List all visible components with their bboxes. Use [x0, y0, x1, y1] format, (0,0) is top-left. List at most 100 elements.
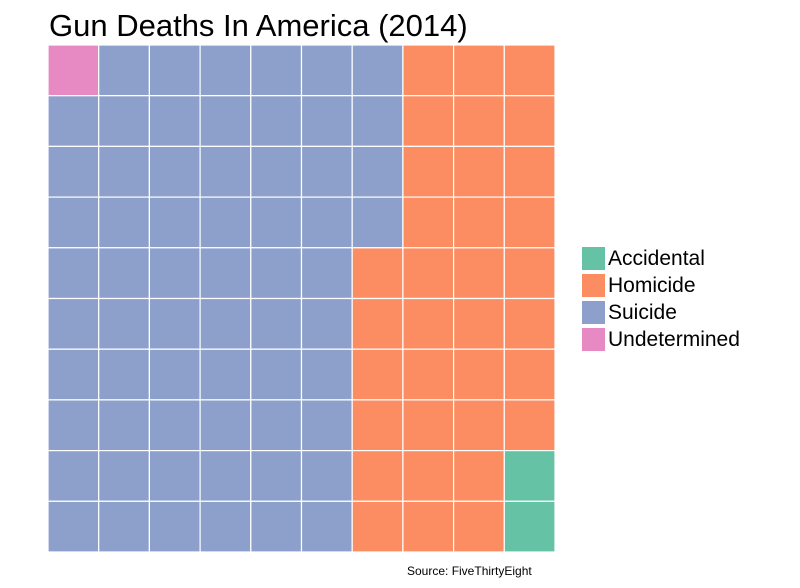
- waffle-cell-homicide: [453, 500, 505, 553]
- waffle-cell-homicide: [453, 95, 505, 147]
- waffle-cell-homicide: [503, 399, 556, 452]
- waffle-cell-homicide: [402, 95, 455, 147]
- waffle-cell-suicide: [250, 95, 303, 147]
- waffle-cell-suicide: [199, 44, 252, 97]
- legend-swatch: [582, 301, 605, 324]
- waffle-cell-homicide: [402, 348, 455, 401]
- waffle-cell-suicide: [199, 145, 252, 198]
- waffle-cell-homicide: [503, 95, 556, 147]
- waffle-cell-suicide: [300, 450, 353, 502]
- chart-title: Gun Deaths In America (2014): [49, 8, 468, 43]
- waffle-cell-suicide: [199, 297, 252, 350]
- waffle-cell-suicide: [250, 450, 303, 502]
- waffle-cell-suicide: [300, 399, 353, 452]
- waffle-cell-suicide: [148, 247, 201, 300]
- waffle-cell-homicide: [453, 247, 505, 300]
- legend-item-undetermined: Undetermined: [582, 326, 740, 353]
- waffle-cell-homicide: [351, 500, 404, 553]
- waffle-cell-accidental: [503, 450, 556, 502]
- waffle-cell-homicide: [402, 196, 455, 249]
- waffle-cell-suicide: [199, 247, 252, 300]
- legend-swatch: [582, 247, 605, 270]
- waffle-cell-suicide: [199, 399, 252, 452]
- legend-label: Suicide: [608, 300, 677, 324]
- source-note: Source: FiveThirtyEight: [407, 564, 532, 578]
- waffle-cell-suicide: [351, 196, 404, 249]
- waffle-cell-suicide: [98, 450, 150, 502]
- waffle-cell-suicide: [250, 399, 303, 452]
- legend-label: Accidental: [608, 246, 705, 270]
- waffle-cell-suicide: [47, 247, 100, 300]
- waffle-cell-homicide: [351, 399, 404, 452]
- waffle-cell-suicide: [300, 348, 353, 401]
- waffle-cell-homicide: [351, 247, 404, 300]
- waffle-cell-suicide: [98, 247, 150, 300]
- legend: Accidental Homicide Suicide Undetermined: [582, 245, 740, 353]
- waffle-cell-homicide: [503, 297, 556, 350]
- waffle-cell-homicide: [503, 145, 556, 198]
- waffle-cell-suicide: [47, 450, 100, 502]
- waffle-cell-homicide: [351, 348, 404, 401]
- waffle-cell-homicide: [453, 348, 505, 401]
- waffle-cell-homicide: [402, 297, 455, 350]
- waffle-cell-accidental: [503, 500, 556, 553]
- waffle-cell-suicide: [98, 44, 150, 97]
- waffle-cell-suicide: [199, 348, 252, 401]
- waffle-cell-suicide: [250, 44, 303, 97]
- waffle-cell-suicide: [199, 500, 252, 553]
- waffle-cell-suicide: [148, 145, 201, 198]
- waffle-cell-suicide: [148, 95, 201, 147]
- waffle-cell-suicide: [98, 297, 150, 350]
- waffle-cell-suicide: [47, 399, 100, 452]
- waffle-cell-suicide: [148, 500, 201, 553]
- waffle-cell-suicide: [148, 348, 201, 401]
- waffle-cell-homicide: [503, 44, 556, 97]
- waffle-cell-suicide: [98, 95, 150, 147]
- waffle-cell-suicide: [250, 500, 303, 553]
- waffle-cell-suicide: [250, 297, 303, 350]
- waffle-cell-suicide: [148, 450, 201, 502]
- waffle-cell-suicide: [47, 500, 100, 553]
- waffle-cell-suicide: [300, 44, 353, 97]
- legend-label: Homicide: [608, 273, 696, 297]
- waffle-cell-homicide: [453, 450, 505, 502]
- waffle-cell-suicide: [199, 196, 252, 249]
- legend-swatch: [582, 328, 605, 351]
- waffle-cell-homicide: [402, 500, 455, 553]
- waffle-cell-suicide: [98, 196, 150, 249]
- waffle-cell-undetermined: [47, 44, 100, 97]
- waffle-cell-suicide: [300, 297, 353, 350]
- waffle-cell-suicide: [300, 95, 353, 147]
- waffle-cell-suicide: [300, 500, 353, 553]
- waffle-cell-homicide: [503, 348, 556, 401]
- waffle-cell-homicide: [453, 297, 505, 350]
- waffle-cell-homicide: [351, 450, 404, 502]
- waffle-cell-homicide: [351, 297, 404, 350]
- waffle-cell-homicide: [402, 450, 455, 502]
- waffle-cell-suicide: [351, 145, 404, 198]
- waffle-cell-suicide: [199, 95, 252, 147]
- waffle-cell-homicide: [453, 399, 505, 452]
- waffle-cell-suicide: [98, 500, 150, 553]
- waffle-cell-suicide: [250, 196, 303, 249]
- waffle-cell-suicide: [300, 196, 353, 249]
- waffle-cell-suicide: [148, 196, 201, 249]
- waffle-cell-suicide: [148, 399, 201, 452]
- waffle-cell-suicide: [300, 247, 353, 300]
- waffle-cell-suicide: [351, 44, 404, 97]
- waffle-cell-homicide: [453, 44, 505, 97]
- waffle-cell-homicide: [402, 44, 455, 97]
- waffle-cell-suicide: [47, 196, 100, 249]
- waffle-cell-suicide: [250, 247, 303, 300]
- waffle-cell-suicide: [250, 348, 303, 401]
- waffle-cell-homicide: [453, 145, 505, 198]
- waffle-cell-suicide: [351, 95, 404, 147]
- waffle-cell-suicide: [47, 145, 100, 198]
- waffle-cell-suicide: [47, 95, 100, 147]
- waffle-cell-homicide: [402, 247, 455, 300]
- waffle-cell-suicide: [148, 297, 201, 350]
- legend-item-homicide: Homicide: [582, 272, 740, 299]
- legend-label: Undetermined: [608, 327, 740, 351]
- waffle-cell-homicide: [503, 196, 556, 249]
